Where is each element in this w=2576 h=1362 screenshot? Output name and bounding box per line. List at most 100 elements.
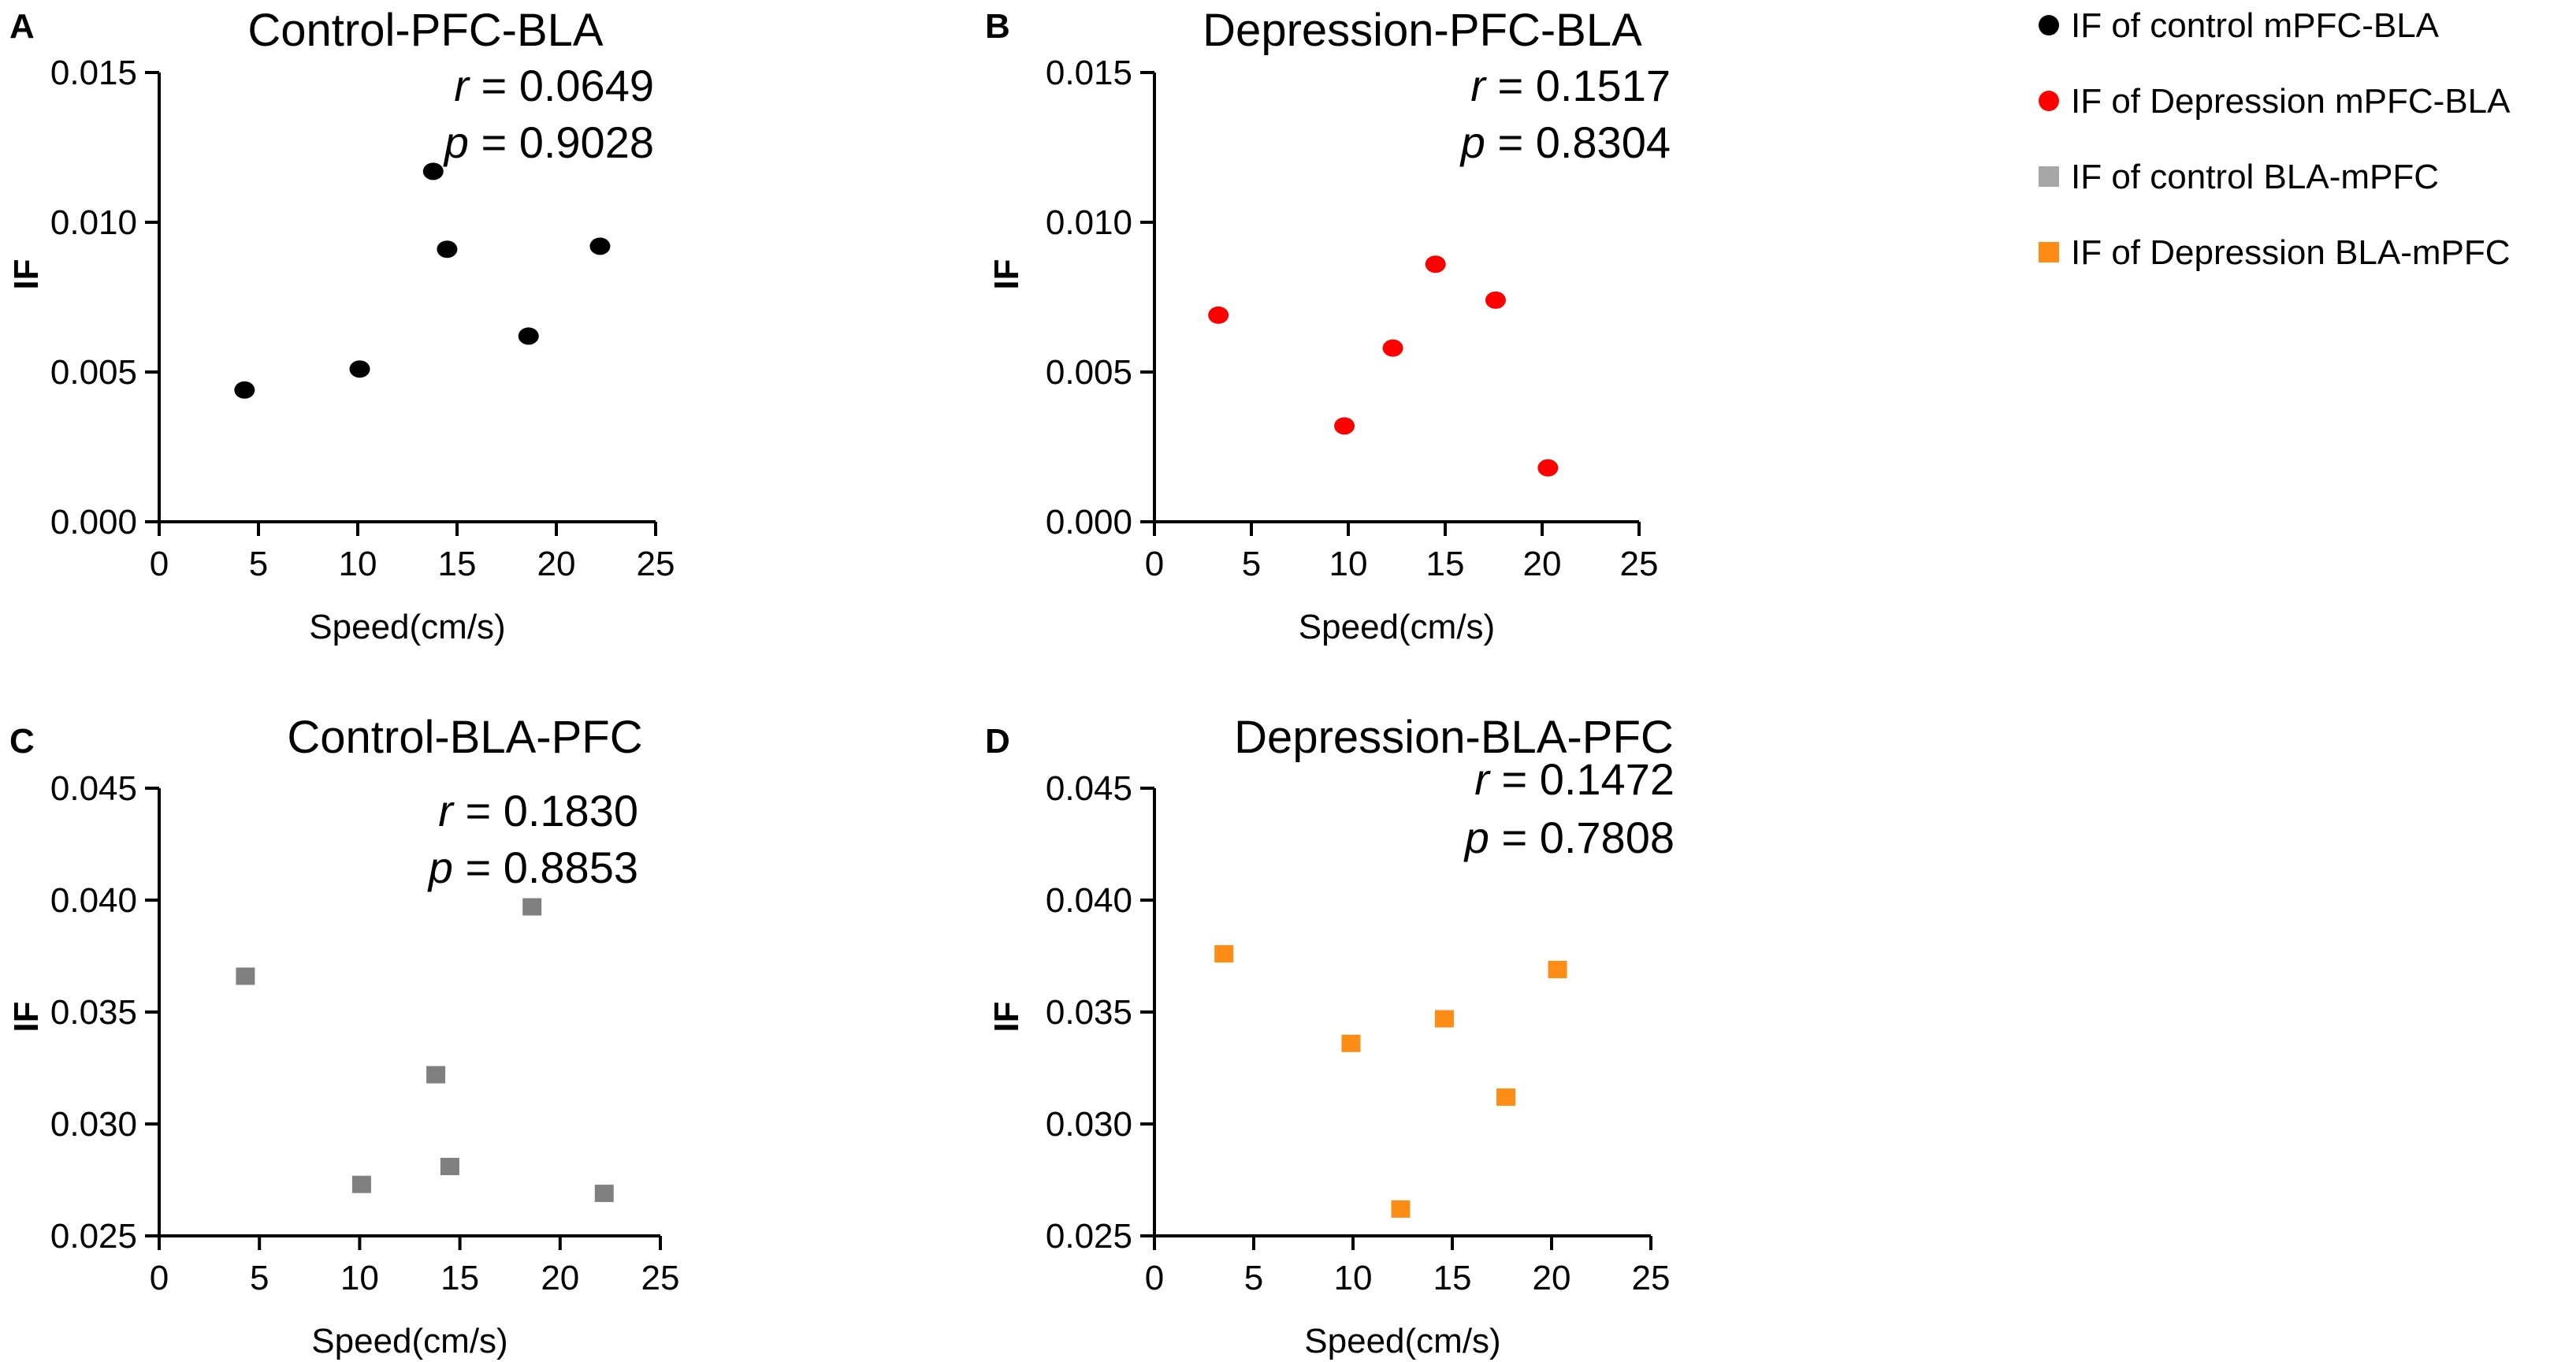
x-tick-label: 25 (641, 1259, 680, 1297)
data-point (1208, 306, 1229, 324)
x-axis-label: Speed(cm/s) (1304, 1322, 1500, 1360)
chart-title: Depression-PFC-BLA (1203, 5, 1642, 56)
data-point (437, 240, 458, 259)
r-symbol: r (1470, 61, 1487, 110)
x-tick-label: 15 (1426, 545, 1465, 583)
data-point (522, 898, 542, 916)
data-point (1485, 291, 1506, 309)
panel-d: D Depression-BLA-PFC 0 5 10 15 20 25 0.025 0.030 0… (985, 712, 1675, 1360)
x-tick-label: 5 (1244, 1259, 1263, 1297)
x-tick-label: 10 (1334, 1259, 1373, 1297)
y-tick-label: 0.040 (50, 881, 137, 920)
data-point (1382, 339, 1403, 357)
p-value: = 0.8304 (1485, 117, 1671, 167)
data-point (426, 1066, 446, 1084)
p-value: = 0.8853 (453, 843, 638, 892)
y-tick-label: 0.025 (1046, 1217, 1132, 1256)
x-tick-label: 15 (440, 1259, 479, 1297)
r-symbol: r (438, 786, 455, 835)
x-tick-label: 10 (1329, 545, 1368, 583)
y-tick-label: 0.015 (50, 54, 137, 92)
r-stat: r = 0.0649 (454, 61, 654, 110)
data-point (440, 1157, 459, 1175)
p-symbol: p (427, 843, 453, 892)
data-point (1548, 961, 1567, 979)
p-stat: p = 0.9028 (443, 117, 654, 167)
data-point (594, 1185, 614, 1203)
r-value: = 0.1517 (1485, 61, 1671, 110)
r-value: = 0.0649 (469, 61, 654, 110)
data-point (1334, 417, 1355, 435)
y-tick-label: 0.000 (1046, 503, 1132, 541)
data-point (1537, 459, 1559, 477)
panel-c: C Control-BLA-PFC 0 5 10 15 20 25 0.025 0.030 0.03… (7, 712, 679, 1360)
legend-label: IF of control BLA-mPFC (2071, 158, 2439, 196)
r-stat: r = 0.1830 (438, 786, 638, 835)
x-tick-label: 25 (1632, 1259, 1671, 1297)
x-tick-label: 0 (150, 545, 169, 583)
x-tick-label: 20 (1533, 1259, 1571, 1297)
chart-title: Control-PFC-BLA (247, 5, 604, 56)
y-tick-label: 0.005 (50, 353, 137, 392)
panel-letter: B (985, 7, 1010, 46)
y-axis-label: IF (987, 1001, 1026, 1032)
panel-a: A Control-PFC-BLA 0 5 10 15 20 25 0.000 0.005 0.01… (7, 5, 675, 646)
x-tick-label: 20 (541, 1259, 579, 1297)
data-point (236, 967, 255, 985)
y-tick-label: 0.025 (50, 1217, 137, 1256)
data-point (349, 360, 370, 378)
y-axis-label: IF (7, 1001, 46, 1032)
r-symbol: r (454, 61, 470, 110)
x-tick-label: 5 (250, 1259, 269, 1297)
y-tick-label: 0.030 (1046, 1105, 1132, 1144)
legend-marker (2039, 242, 2059, 262)
legend-marker (2039, 15, 2059, 35)
panel-letter: C (9, 722, 35, 761)
p-stat: p = 0.7808 (1463, 813, 1675, 862)
y-axis-label: IF (7, 259, 46, 289)
x-tick-label: 0 (1145, 545, 1164, 583)
x-tick-label: 5 (249, 545, 268, 583)
x-tick-label: 20 (1523, 545, 1562, 583)
p-value: = 0.9028 (469, 117, 654, 167)
x-axis-label: Speed(cm/s) (309, 608, 505, 646)
y-tick-label: 0.005 (1046, 353, 1132, 392)
legend-marker (2039, 166, 2059, 187)
chart-title: Control-BLA-PFC (287, 712, 642, 763)
p-symbol: p (1463, 813, 1489, 862)
x-tick-label: 0 (1145, 1259, 1164, 1297)
data-point (1391, 1200, 1411, 1218)
y-tick-label: 0.010 (1046, 203, 1132, 242)
legend: IF of control mPFC-BLA IF of Depression m… (2039, 6, 2511, 272)
y-tick-label: 0.035 (1046, 993, 1132, 1032)
data-point (1496, 1088, 1516, 1106)
data-point (1434, 1010, 1454, 1028)
x-tick-label: 10 (339, 545, 377, 583)
data-point (589, 237, 611, 255)
panel-letter: A (9, 7, 35, 46)
x-tick-label: 0 (150, 1259, 169, 1297)
r-stat: r = 0.1472 (1474, 754, 1675, 804)
r-stat: r = 0.1517 (1470, 61, 1671, 110)
legend-label: IF of Depression BLA-mPFC (2071, 233, 2511, 272)
y-tick-label: 0.010 (50, 203, 137, 242)
p-stat: p = 0.8304 (1459, 117, 1671, 167)
p-stat: p = 0.8853 (427, 843, 638, 892)
panel-b: B Depression-PFC-BLA 0 5 10 15 20 25 0.000 0.005 0… (985, 5, 1671, 646)
data-point (1341, 1034, 1361, 1052)
x-tick-label: 20 (537, 545, 576, 583)
y-tick-label: 0.035 (50, 993, 137, 1032)
r-symbol: r (1474, 754, 1491, 804)
x-axis-label: Speed(cm/s) (311, 1322, 507, 1360)
y-tick-label: 0.045 (50, 769, 137, 808)
x-tick-label: 15 (1433, 1259, 1472, 1297)
y-tick-label: 0.000 (50, 503, 137, 541)
data-point (422, 162, 444, 180)
data-point (1425, 255, 1446, 274)
x-tick-label: 5 (1242, 545, 1261, 583)
y-tick-label: 0.040 (1046, 881, 1132, 920)
p-symbol: p (1459, 117, 1485, 167)
y-tick-label: 0.045 (1046, 769, 1132, 808)
x-axis-label: Speed(cm/s) (1299, 608, 1495, 646)
